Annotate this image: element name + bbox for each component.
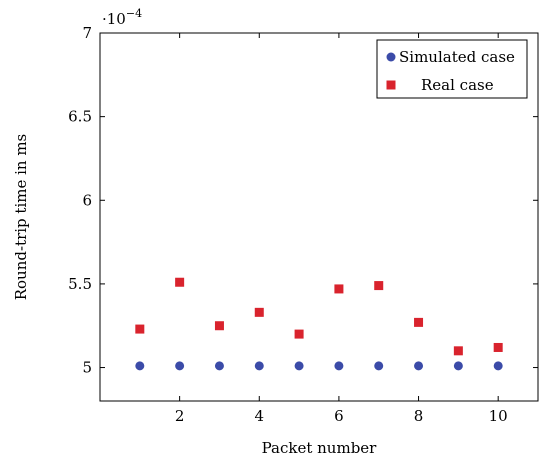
real-point — [334, 284, 344, 294]
legend-label-simulated: Simulated case — [399, 48, 515, 66]
y-axis-scale-factor-base: ·10 — [102, 10, 126, 28]
simulated-point — [334, 361, 344, 371]
real-point — [414, 317, 424, 327]
simulated-point — [414, 361, 424, 371]
real-point — [493, 342, 503, 352]
simulated-point — [493, 361, 503, 371]
real-point — [254, 307, 264, 317]
y-tick-label: 5 — [82, 359, 92, 377]
x-tick-label: 10 — [489, 407, 508, 425]
real-point — [294, 329, 304, 339]
x-tick-label: 4 — [254, 407, 264, 425]
legend: Simulated case Real case — [376, 39, 528, 99]
simulated-point — [214, 361, 224, 371]
simulated-point — [453, 361, 463, 371]
y-tick-label: 6 — [82, 191, 92, 209]
y-axis-scale-factor: ·10−4 — [102, 7, 142, 28]
y-axis-label: Round-trip time in ms — [12, 134, 30, 301]
real-point — [453, 346, 463, 356]
real-point — [135, 324, 145, 334]
legend-box — [376, 39, 528, 99]
x-tick-label: 6 — [334, 407, 344, 425]
simulated-point — [135, 361, 145, 371]
y-tick-label: 7 — [82, 24, 92, 42]
x-axis-label: Packet number — [262, 439, 378, 457]
y-tick-label: 5.5 — [68, 275, 92, 293]
y-tick-label: 6.5 — [68, 108, 92, 126]
x-tick-label: 2 — [175, 407, 185, 425]
legend-marker-real — [386, 80, 396, 90]
x-axis-ticks: 2 4 6 8 10 — [175, 33, 508, 425]
simulated-point — [175, 361, 185, 371]
real-point — [175, 277, 185, 287]
y-axis-scale-factor-exponent: −4 — [126, 7, 142, 20]
real-point — [374, 281, 384, 291]
y-axis-ticks: 5 5.5 6 6.5 7 — [68, 24, 538, 377]
x-tick-label: 8 — [414, 407, 424, 425]
legend-marker-simulated — [386, 52, 396, 62]
plot-area — [99, 32, 539, 402]
simulated-point — [294, 361, 304, 371]
simulated-point — [254, 361, 264, 371]
real-point — [214, 321, 224, 331]
legend-label-real: Real case — [421, 76, 494, 94]
data-markers — [135, 277, 503, 371]
simulated-point — [374, 361, 384, 371]
